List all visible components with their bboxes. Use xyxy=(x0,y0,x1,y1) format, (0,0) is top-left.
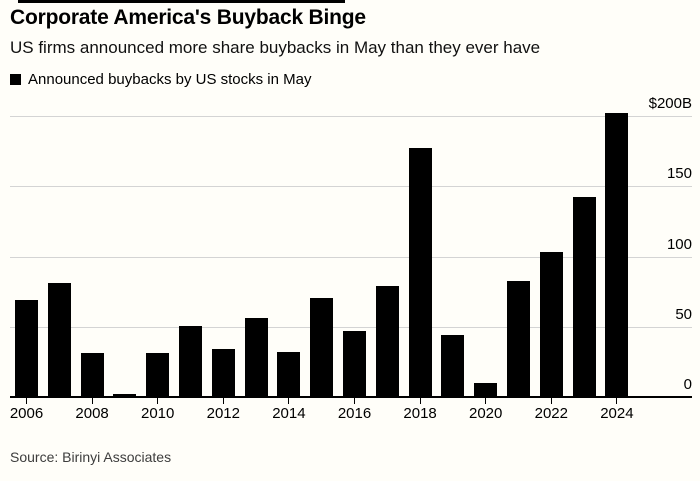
bar-2014 xyxy=(277,351,301,398)
x-tick-2024 xyxy=(616,398,618,404)
x-axis-label-2014: 2014 xyxy=(272,405,306,422)
x-tick-2018 xyxy=(419,398,421,404)
bar-2013 xyxy=(244,317,268,398)
bar-2018 xyxy=(408,147,432,398)
bar-2007 xyxy=(47,282,71,398)
bar-2019 xyxy=(441,334,465,398)
x-axis-label-2008: 2008 xyxy=(75,405,109,422)
legend-swatch-icon xyxy=(10,74,21,85)
bar-2008 xyxy=(80,353,104,398)
bar-2010 xyxy=(146,353,170,398)
bar-2023 xyxy=(572,197,596,398)
bar-2015 xyxy=(310,298,334,398)
x-tick-2016 xyxy=(354,398,355,404)
chart-title: Corporate America's Buyback Binge xyxy=(10,6,366,29)
y-axis-label-50: 50 xyxy=(675,305,692,323)
x-axis-label-2024: 2024 xyxy=(600,405,634,422)
x-axis-label-2010: 2010 xyxy=(141,405,175,422)
bar-2021 xyxy=(507,281,530,398)
y-axis-label-150: 150 xyxy=(666,165,692,183)
x-tick-2006 xyxy=(26,398,27,404)
y-axis-label-0: 0 xyxy=(683,376,692,393)
gridline-100 xyxy=(10,256,692,258)
y-axis-label-100: 100 xyxy=(666,235,692,253)
x-tick-2012 xyxy=(222,398,224,404)
bar-2016 xyxy=(343,330,366,398)
bar-2006 xyxy=(15,299,38,398)
x-axis-label-2012: 2012 xyxy=(206,405,240,422)
x-tick-2020 xyxy=(485,398,487,404)
x-tick-2014 xyxy=(288,398,290,404)
legend-label: Announced buybacks by US stocks in May xyxy=(28,71,312,88)
bar-2022 xyxy=(539,251,563,398)
x-axis-label-2006: 2006 xyxy=(9,405,44,422)
bar-2011 xyxy=(179,326,202,398)
bar-2020 xyxy=(474,382,498,398)
chart-subtitle: US firms announced more share buybacks i… xyxy=(10,38,541,57)
top-rule xyxy=(18,0,345,3)
x-axis-label-2022: 2022 xyxy=(534,405,568,422)
legend: Announced buybacks by US stocks in May xyxy=(10,71,311,88)
x-tick-2022 xyxy=(550,398,552,404)
bar-2024 xyxy=(605,112,629,398)
x-tick-2010 xyxy=(157,398,159,404)
x-axis-label-2016: 2016 xyxy=(337,405,372,422)
bar-2009 xyxy=(113,393,137,398)
y-axis-label-200: $200B xyxy=(648,95,692,112)
x-axis-label-2020: 2020 xyxy=(469,405,503,422)
bar-2012 xyxy=(211,348,235,398)
x-tick-2008 xyxy=(91,398,93,404)
gridline-150 xyxy=(10,186,692,188)
bar-2017 xyxy=(375,285,399,398)
gridline-200 xyxy=(10,116,692,117)
source-note: Source: Birinyi Associates xyxy=(10,449,172,465)
gridline-50 xyxy=(10,326,692,328)
x-axis-label-2018: 2018 xyxy=(403,405,437,422)
plot-area: $200B 150 100 50 0 2006 2008 2010 2012 2014 2016 20… xyxy=(10,96,692,421)
